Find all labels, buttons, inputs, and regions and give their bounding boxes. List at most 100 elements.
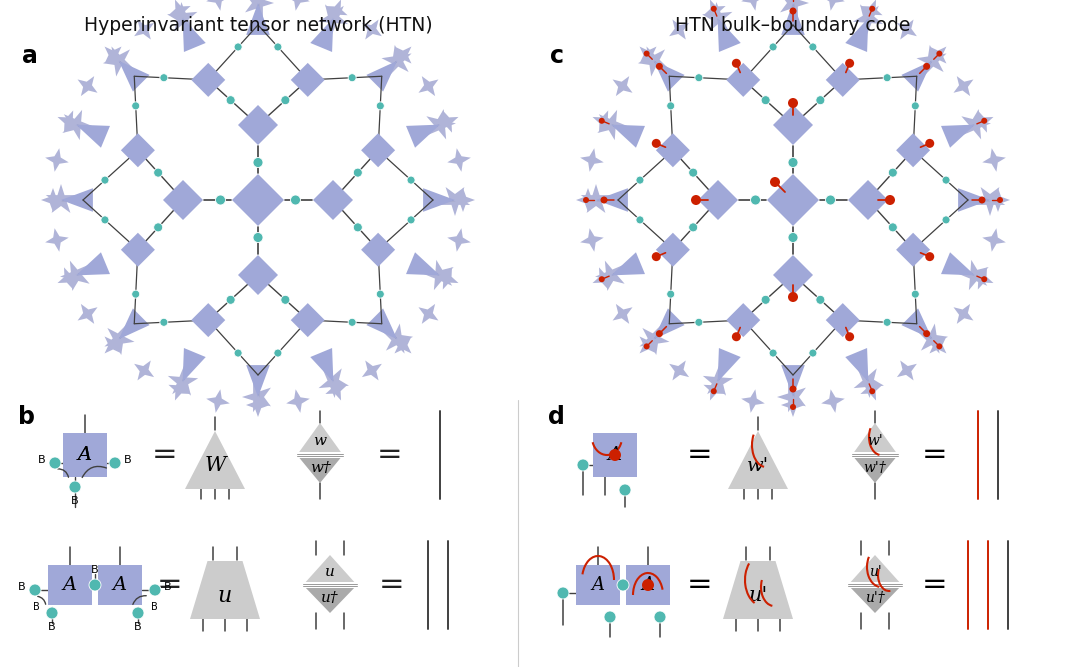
Circle shape [651, 252, 661, 261]
Circle shape [617, 579, 629, 591]
Polygon shape [580, 148, 604, 172]
Polygon shape [297, 423, 343, 455]
Text: HTN bulk–boundary code: HTN bulk–boundary code [675, 16, 910, 35]
Polygon shape [297, 452, 343, 458]
Polygon shape [436, 267, 459, 289]
Polygon shape [580, 228, 604, 251]
Polygon shape [593, 433, 637, 477]
Polygon shape [134, 19, 154, 39]
Polygon shape [362, 19, 382, 39]
Polygon shape [848, 585, 902, 613]
Polygon shape [611, 125, 645, 147]
Polygon shape [781, 3, 805, 35]
Circle shape [651, 139, 661, 148]
Circle shape [253, 233, 264, 243]
Text: A: A [78, 446, 92, 464]
Polygon shape [961, 109, 991, 139]
Polygon shape [653, 308, 685, 340]
Polygon shape [303, 555, 357, 585]
Polygon shape [639, 336, 657, 354]
Polygon shape [78, 304, 97, 324]
Polygon shape [717, 348, 741, 382]
Text: u': u' [868, 564, 881, 578]
Polygon shape [310, 348, 334, 382]
Polygon shape [119, 308, 150, 340]
Circle shape [689, 168, 698, 177]
Polygon shape [852, 452, 897, 458]
Circle shape [770, 177, 780, 187]
Polygon shape [596, 188, 627, 212]
Circle shape [926, 139, 934, 148]
Polygon shape [941, 125, 975, 147]
Circle shape [732, 332, 741, 342]
Polygon shape [60, 188, 93, 212]
Circle shape [942, 176, 950, 184]
Circle shape [889, 223, 897, 232]
Circle shape [788, 292, 798, 302]
Circle shape [274, 349, 282, 357]
Circle shape [846, 59, 854, 68]
Circle shape [936, 344, 943, 350]
Circle shape [636, 216, 644, 224]
Polygon shape [597, 110, 627, 140]
Text: =: = [377, 440, 403, 470]
Circle shape [691, 195, 701, 205]
Circle shape [253, 157, 264, 167]
Polygon shape [45, 148, 69, 172]
Polygon shape [703, 366, 733, 396]
Polygon shape [726, 63, 760, 97]
Polygon shape [853, 5, 883, 34]
Circle shape [815, 95, 825, 105]
Circle shape [936, 51, 943, 57]
Polygon shape [105, 47, 122, 63]
Polygon shape [846, 18, 868, 52]
Polygon shape [902, 308, 932, 340]
Polygon shape [163, 180, 203, 220]
Polygon shape [245, 0, 274, 18]
Circle shape [153, 223, 163, 232]
Circle shape [942, 216, 950, 224]
Text: B: B [38, 455, 45, 465]
Polygon shape [206, 390, 230, 413]
Circle shape [160, 74, 167, 82]
Text: B: B [134, 622, 141, 632]
Text: =: = [687, 440, 713, 470]
Polygon shape [821, 0, 845, 11]
Polygon shape [423, 188, 455, 212]
Polygon shape [723, 561, 793, 619]
Text: A: A [608, 446, 622, 464]
Circle shape [407, 216, 415, 224]
Circle shape [132, 607, 144, 619]
Polygon shape [773, 255, 813, 295]
Polygon shape [325, 0, 348, 22]
Polygon shape [581, 184, 611, 213]
Circle shape [751, 195, 760, 205]
Circle shape [109, 457, 121, 469]
Circle shape [769, 43, 778, 51]
Polygon shape [698, 180, 738, 220]
Polygon shape [451, 188, 475, 212]
Circle shape [789, 7, 797, 15]
Polygon shape [60, 261, 90, 291]
Circle shape [788, 233, 798, 243]
Polygon shape [741, 0, 765, 11]
Polygon shape [971, 267, 994, 289]
Text: w†: w† [310, 461, 330, 475]
Polygon shape [242, 382, 271, 412]
Text: b: b [18, 405, 35, 429]
Circle shape [923, 330, 930, 337]
Polygon shape [76, 252, 110, 275]
Polygon shape [717, 18, 741, 52]
Polygon shape [848, 180, 888, 220]
Polygon shape [105, 325, 135, 355]
Circle shape [926, 252, 934, 261]
Circle shape [598, 118, 605, 124]
Text: w: w [313, 434, 326, 448]
Polygon shape [576, 188, 600, 212]
Circle shape [711, 6, 717, 12]
Polygon shape [291, 303, 325, 337]
Circle shape [376, 290, 384, 298]
Text: B: B [124, 455, 132, 465]
Polygon shape [185, 431, 245, 489]
Polygon shape [986, 188, 1010, 212]
